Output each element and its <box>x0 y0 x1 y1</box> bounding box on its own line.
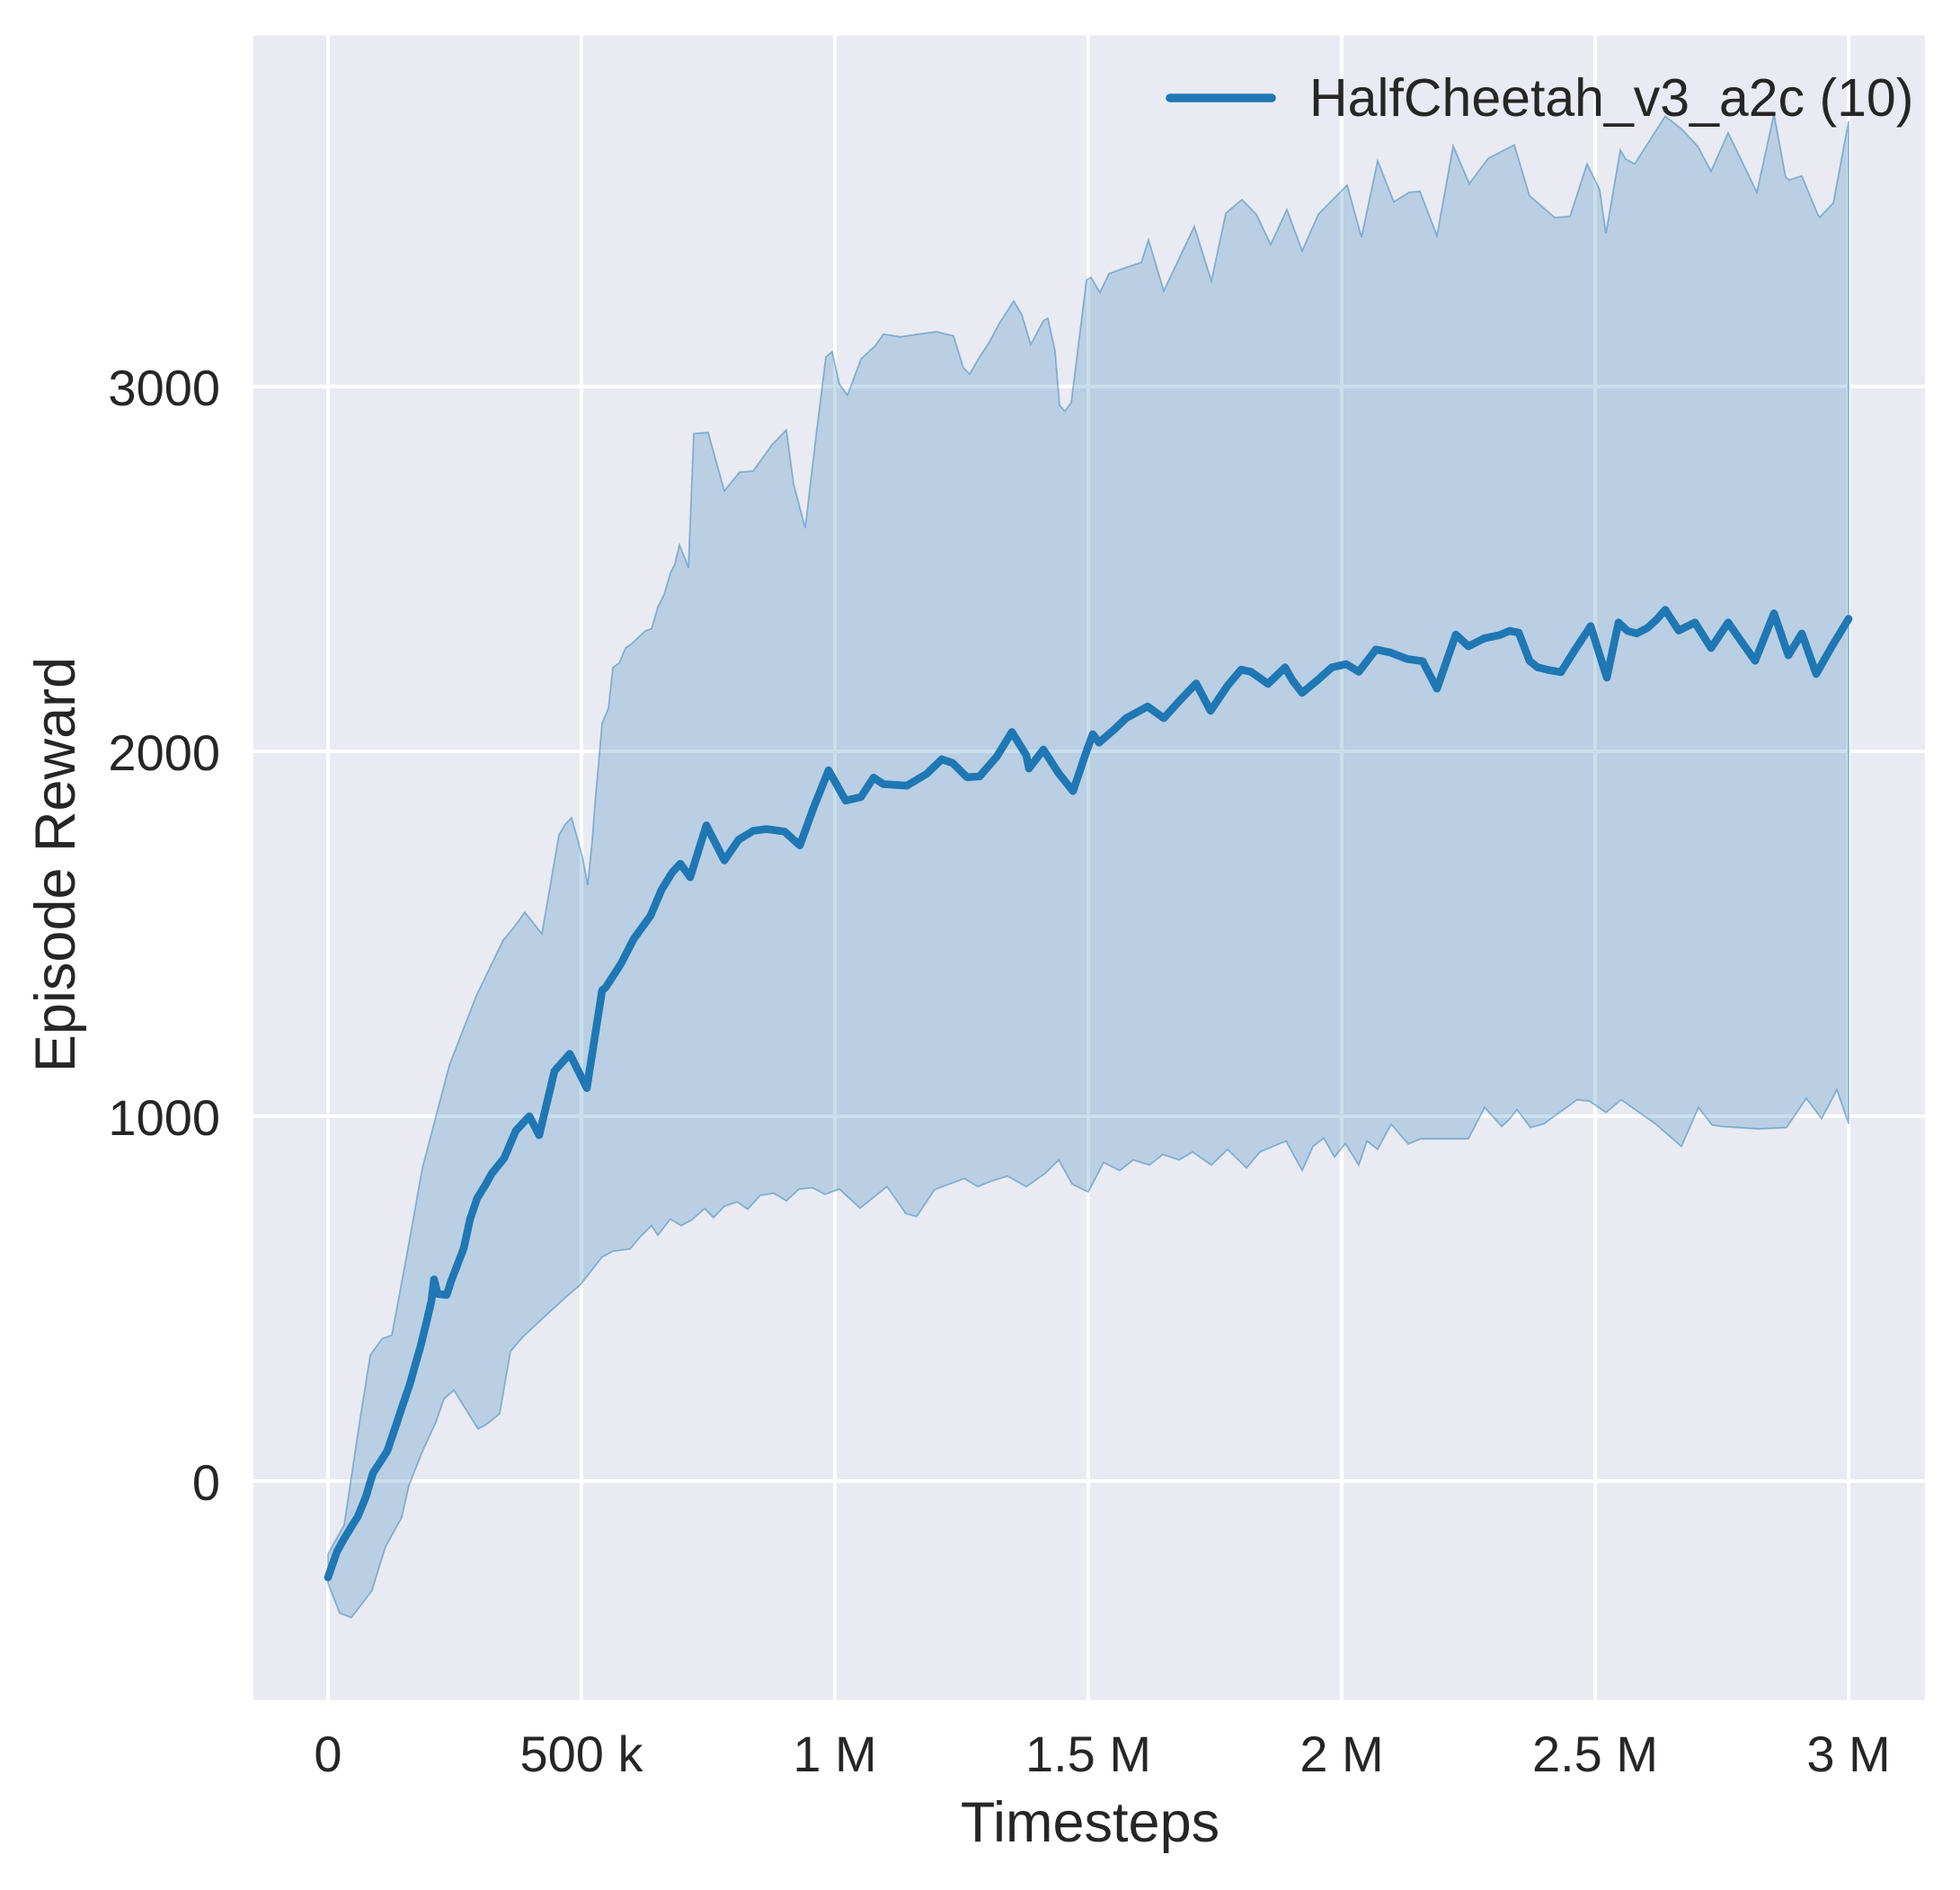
svg-text:0: 0 <box>192 1454 220 1511</box>
svg-text:0: 0 <box>314 1726 341 1782</box>
svg-text:HalfCheetah_v3_a2c (10): HalfCheetah_v3_a2c (10) <box>1309 68 1913 128</box>
svg-text:2.5 M: 2.5 M <box>1532 1726 1658 1782</box>
svg-text:500 k: 500 k <box>520 1726 644 1782</box>
svg-text:Timesteps: Timesteps <box>961 1791 1219 1854</box>
svg-text:2 M: 2 M <box>1299 1726 1383 1782</box>
svg-text:1 M: 1 M <box>793 1726 876 1782</box>
svg-text:Episode Reward: Episode Reward <box>24 657 87 1072</box>
svg-text:3 M: 3 M <box>1806 1726 1890 1782</box>
svg-text:2000: 2000 <box>108 724 220 781</box>
svg-text:1.5 M: 1.5 M <box>1025 1726 1151 1782</box>
svg-text:1000: 1000 <box>108 1089 220 1146</box>
svg-text:3000: 3000 <box>108 359 220 416</box>
